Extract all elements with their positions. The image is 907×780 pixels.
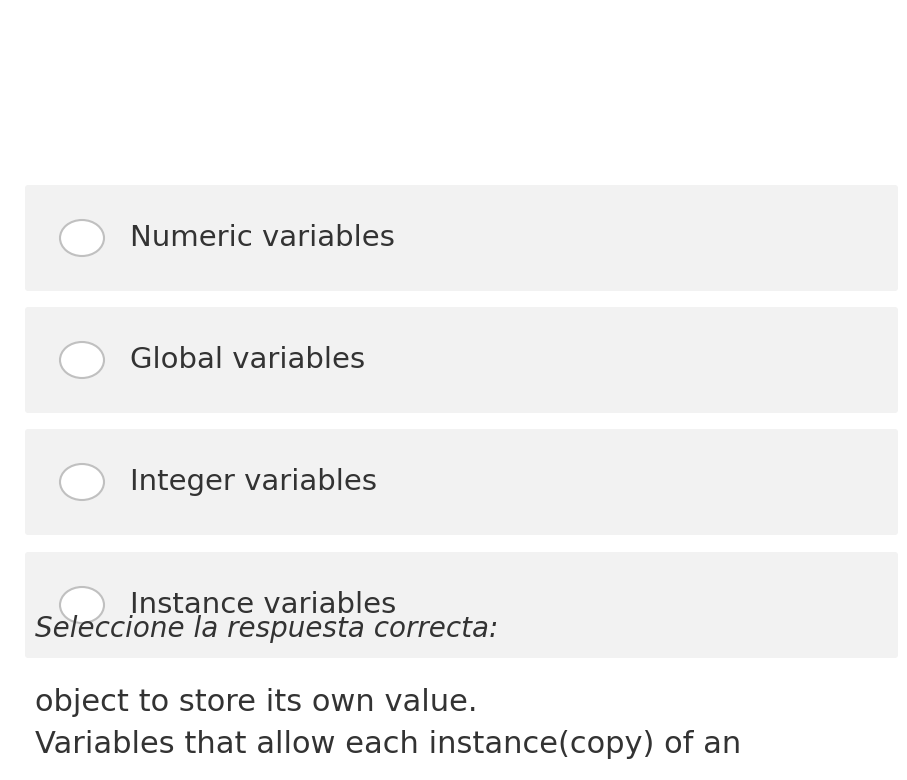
Text: Integer variables: Integer variables [130,468,377,496]
Ellipse shape [60,220,104,256]
Text: Instance variables: Instance variables [130,591,396,619]
FancyBboxPatch shape [25,552,898,658]
Ellipse shape [60,464,104,500]
Text: object to store its own value.: object to store its own value. [35,688,477,717]
FancyBboxPatch shape [25,185,898,291]
Ellipse shape [60,342,104,378]
Text: Variables that allow each instance(copy) of an: Variables that allow each instance(copy)… [35,730,741,759]
Text: Global variables: Global variables [130,346,366,374]
FancyBboxPatch shape [25,307,898,413]
Ellipse shape [60,587,104,623]
FancyBboxPatch shape [25,429,898,535]
Text: Numeric variables: Numeric variables [130,224,395,252]
Text: Seleccione la respuesta correcta:: Seleccione la respuesta correcta: [35,615,498,643]
